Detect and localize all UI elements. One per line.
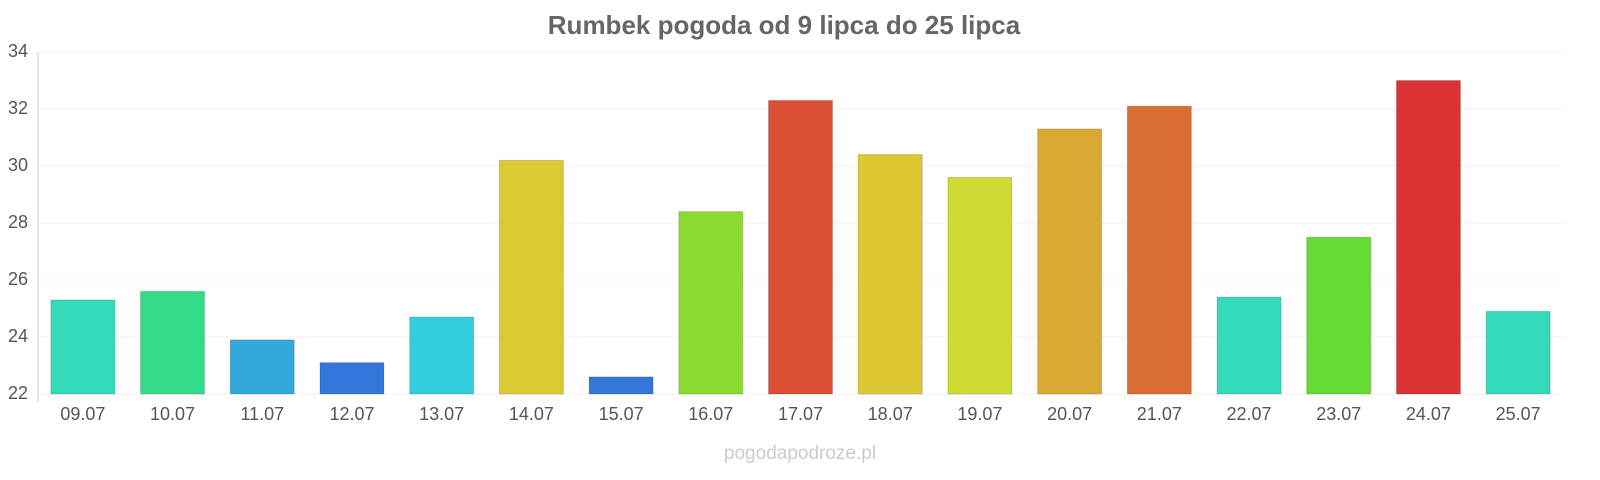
x-tick-label: 16.07 [688, 404, 733, 424]
bar [498, 159, 564, 395]
bar [409, 316, 475, 395]
y-tick-label: 30 [8, 155, 28, 175]
source: pogodapodroze.pl [724, 443, 876, 464]
x-tick-label: 14.07 [509, 404, 554, 424]
chart-title: Rumbek pogoda od 9 lipca do 25 lipca [548, 10, 1021, 40]
x-tick-label: 23.07 [1316, 404, 1361, 424]
bar [678, 211, 744, 395]
x-tick-label: 17.07 [778, 404, 823, 424]
x-tick-label: 09.07 [60, 404, 105, 424]
x-tick-label: 18.07 [868, 404, 913, 424]
y-tick-label: 32 [8, 98, 28, 118]
x-tick-label: 19.07 [957, 404, 1002, 424]
bar [857, 154, 923, 395]
bar [1126, 105, 1192, 395]
x-tick-label: 24.07 [1406, 404, 1451, 424]
bar [1306, 236, 1372, 395]
bar [588, 376, 654, 395]
x-tick-label: 12.07 [329, 404, 374, 424]
x-tick-label: 11.07 [240, 404, 284, 424]
x-tick-label: 21.07 [1137, 404, 1182, 424]
x-tick-label: 10.07 [150, 404, 195, 424]
y-tick-label: 22 [8, 383, 28, 403]
y-tick-label: 34 [8, 41, 28, 61]
x-tick-label: 25.07 [1496, 404, 1541, 424]
bar [947, 176, 1013, 395]
bar [1485, 310, 1551, 395]
x-tick-label: 13.07 [419, 404, 464, 424]
x-tick-label: 15.07 [599, 404, 644, 424]
bar [1037, 128, 1103, 395]
y-tick-label: 26 [8, 269, 28, 289]
bar [229, 339, 295, 395]
bar [140, 290, 206, 395]
bar [1216, 296, 1282, 395]
x-tick-label: 20.07 [1047, 404, 1092, 424]
x-tick-label: 22.07 [1227, 404, 1272, 424]
bar [50, 299, 116, 395]
bar [319, 362, 385, 395]
bar [768, 99, 833, 395]
bar [1395, 80, 1461, 395]
y-tick-label: 28 [8, 212, 28, 232]
y-tick-label: 24 [8, 326, 28, 346]
